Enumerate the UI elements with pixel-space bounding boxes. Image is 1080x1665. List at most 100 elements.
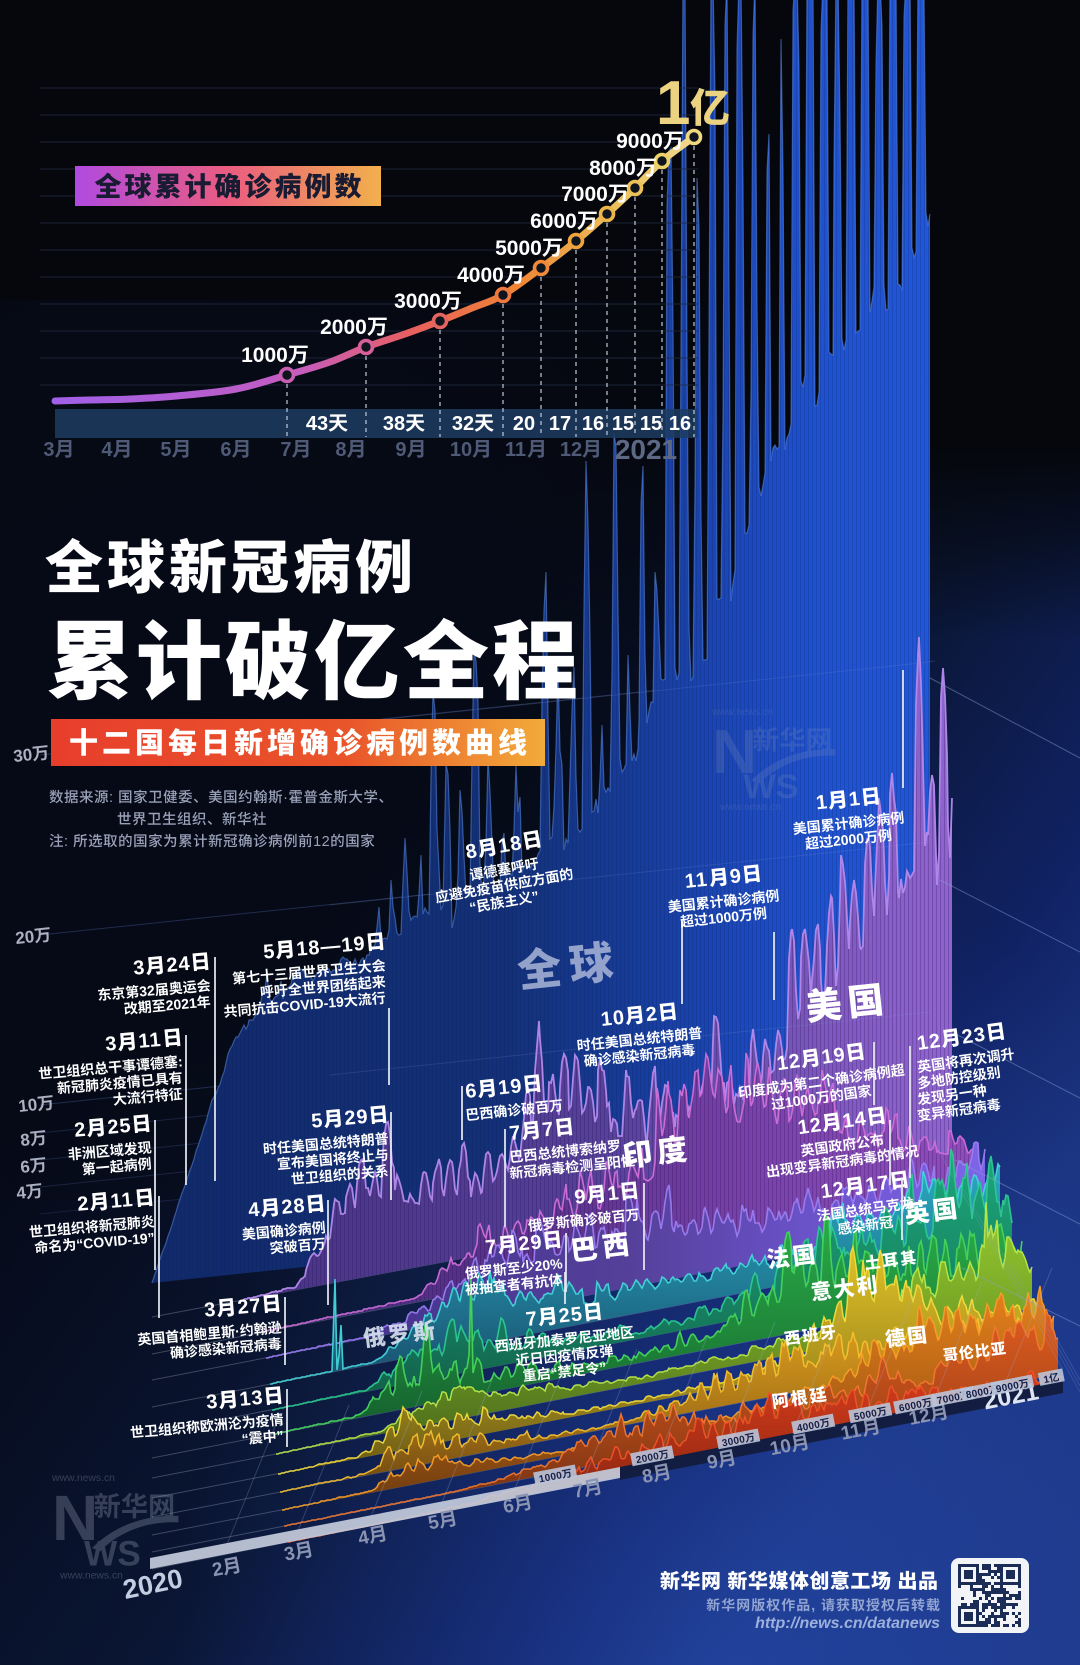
svg-text:11: 11 <box>505 439 526 461</box>
svg-text:8000: 8000 <box>965 1386 990 1401</box>
svg-text:3: 3 <box>132 957 146 980</box>
svg-text:16: 16 <box>582 413 604 435</box>
svg-text:www.news.cn: www.news.cn <box>719 802 781 813</box>
svg-text:4: 4 <box>101 439 113 461</box>
svg-text:6000: 6000 <box>530 210 577 233</box>
svg-text:2: 2 <box>645 1003 659 1026</box>
svg-text:10: 10 <box>17 1095 38 1116</box>
svg-text:7: 7 <box>280 439 291 461</box>
svg-text:http://news.cn/datanews: http://news.cn/datanews <box>755 1615 940 1632</box>
svg-text:16: 16 <box>669 413 691 435</box>
svg-text:12: 12 <box>796 1114 823 1139</box>
svg-text:10: 10 <box>450 439 472 461</box>
svg-text:3: 3 <box>205 1391 219 1414</box>
svg-text:29: 29 <box>343 1106 369 1130</box>
svg-text:12: 12 <box>560 439 582 461</box>
svg-text:7: 7 <box>571 1480 585 1503</box>
svg-text:20%: 20% <box>534 1255 564 1274</box>
svg-text:6: 6 <box>19 1157 30 1177</box>
svg-text:7: 7 <box>525 1308 539 1331</box>
svg-text:10: 10 <box>600 1007 626 1031</box>
svg-text:20: 20 <box>14 927 35 948</box>
svg-text:6: 6 <box>220 439 231 461</box>
svg-text:2000: 2000 <box>320 316 367 339</box>
svg-text:11: 11 <box>109 1189 134 1213</box>
svg-text:”: ” <box>598 1359 607 1376</box>
svg-text::: : <box>109 790 114 806</box>
svg-text:5: 5 <box>310 1110 324 1133</box>
svg-text:15: 15 <box>612 413 634 435</box>
svg-text:1: 1 <box>606 1182 620 1205</box>
svg-text:7000: 7000 <box>936 1392 961 1407</box>
svg-text:1000: 1000 <box>707 908 740 927</box>
svg-text:5: 5 <box>426 1512 441 1535</box>
svg-text:5: 5 <box>160 439 171 461</box>
svg-text:8000: 8000 <box>589 157 636 180</box>
svg-text:8: 8 <box>19 1130 30 1150</box>
svg-text:3: 3 <box>203 1299 217 1322</box>
svg-text:5000: 5000 <box>495 237 542 260</box>
svg-text:2: 2 <box>210 1559 224 1582</box>
svg-text:2021: 2021 <box>165 995 198 1014</box>
svg-text:19: 19 <box>820 1044 847 1069</box>
svg-text:1000: 1000 <box>784 1090 817 1110</box>
svg-text:18: 18 <box>497 832 525 858</box>
svg-text:“: “ <box>468 899 478 916</box>
svg-text:9: 9 <box>705 1451 719 1474</box>
svg-text:12: 12 <box>313 834 330 850</box>
svg-text:1000: 1000 <box>538 1470 563 1485</box>
svg-text:WS: WS <box>84 1535 141 1574</box>
svg-text:11: 11 <box>137 1029 162 1053</box>
svg-text:25: 25 <box>106 1115 132 1139</box>
svg-text:N: N <box>52 1482 98 1554</box>
svg-text:11: 11 <box>684 869 709 893</box>
svg-text:2021: 2021 <box>615 434 677 465</box>
svg-text:17: 17 <box>549 413 571 435</box>
svg-text:COVID-19: COVID-19 <box>279 993 345 1015</box>
svg-text:9: 9 <box>729 865 743 888</box>
svg-text:32: 32 <box>452 413 474 435</box>
svg-text:·: · <box>234 1323 240 1339</box>
svg-text:“: “ <box>550 1364 559 1381</box>
svg-text:4000: 4000 <box>457 264 504 287</box>
svg-text:11: 11 <box>839 1420 863 1445</box>
svg-text:30: 30 <box>12 745 33 766</box>
svg-text:28: 28 <box>280 1195 306 1219</box>
svg-text:4: 4 <box>15 1183 27 1203</box>
svg-text:1000: 1000 <box>241 344 288 367</box>
svg-text:9: 9 <box>395 439 406 461</box>
svg-text:9000: 9000 <box>995 1380 1020 1395</box>
svg-text::: : <box>177 1053 183 1069</box>
svg-text:“COVID-19”: “COVID-19” <box>76 1229 156 1252</box>
svg-text:”: ” <box>276 1427 284 1444</box>
svg-text:7: 7 <box>484 1236 498 1259</box>
svg-text:6: 6 <box>464 1080 478 1103</box>
svg-text:9000: 9000 <box>616 130 663 153</box>
svg-text:13: 13 <box>238 1387 264 1411</box>
svg-text:2000: 2000 <box>832 830 865 849</box>
svg-text:3: 3 <box>104 1033 118 1056</box>
svg-text:www.news.cn: www.news.cn <box>51 1473 115 1484</box>
svg-text:29: 29 <box>517 1231 543 1255</box>
svg-text:3000: 3000 <box>721 1434 746 1449</box>
svg-text:8: 8 <box>464 840 480 864</box>
svg-text::: : <box>64 834 69 850</box>
svg-text:2: 2 <box>73 1119 87 1142</box>
svg-text:7: 7 <box>508 1122 522 1145</box>
svg-text:8: 8 <box>640 1465 654 1488</box>
svg-text:19: 19 <box>497 1075 523 1099</box>
svg-text:9: 9 <box>573 1186 587 1209</box>
svg-text:8: 8 <box>335 439 346 461</box>
svg-text:3000: 3000 <box>394 290 441 313</box>
svg-text:4: 4 <box>356 1527 371 1550</box>
svg-text:5: 5 <box>262 941 276 964</box>
svg-text:12: 12 <box>819 1178 846 1203</box>
svg-text:6: 6 <box>501 1495 515 1518</box>
svg-text:5000: 5000 <box>853 1408 878 1423</box>
svg-text:www.news.cn: www.news.cn <box>711 707 773 718</box>
svg-text:43: 43 <box>306 413 328 435</box>
svg-text:”: ” <box>530 888 540 905</box>
svg-text:32: 32 <box>139 982 156 999</box>
svg-text:27: 27 <box>236 1295 262 1319</box>
svg-text:12: 12 <box>916 1030 943 1055</box>
